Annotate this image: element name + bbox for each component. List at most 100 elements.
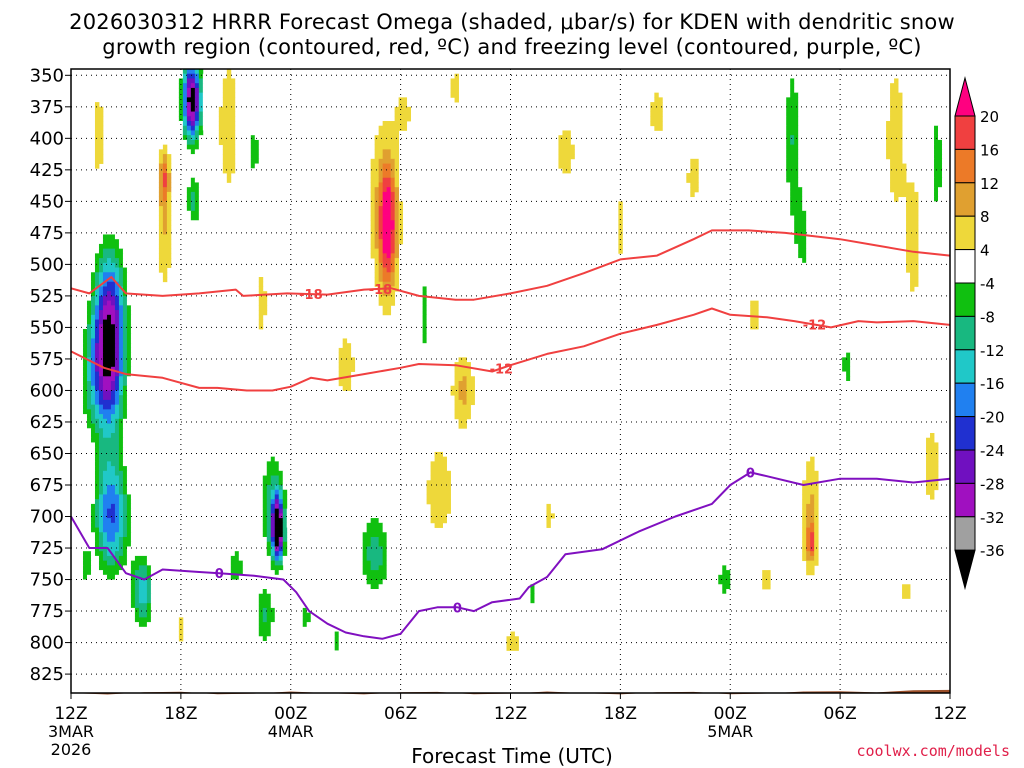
omega-shade-cell [370,191,376,198]
omega-shade-cell [162,215,168,221]
omega-shade-cell [378,125,408,131]
omega-shade-cell [98,362,104,368]
omega-shade-cell [146,612,152,618]
omega-shade-cell [930,121,943,127]
omega-shade-cell [186,220,200,226]
omega-shade-cell [114,503,120,510]
omega-shade-cell [382,173,392,179]
omega-shade-cell [218,135,236,141]
omega-shade-cell [150,598,156,604]
omega-shade-cell [122,281,128,287]
omega-shade-cell [794,220,807,226]
omega-shade-cell [186,135,192,141]
omega-shade-cell [246,173,260,179]
omega-shade-cell [75,390,84,396]
omega-shade-cell [98,475,104,481]
omega-shade-cell [930,201,943,207]
omega-shade-cell [390,163,396,169]
omega-shade-cell [274,522,284,528]
omega-shade-cell [262,499,268,505]
omega-shade-cell [390,291,396,297]
omega-shade-cell [362,555,368,562]
omega-shade-cell [530,598,535,604]
omega-shade-cell [90,310,96,316]
omega-shade-cell [562,130,571,136]
omega-shade-cell [86,574,108,580]
omega-shade-cell [158,201,168,207]
omega-shade-cell [202,125,208,131]
omega-shade-cell [886,149,903,155]
omega-shade-cell [850,352,859,358]
omega-shade-cell [378,130,400,136]
omega-shade-cell [390,277,396,283]
omega-shade-cell [266,437,280,443]
dendritic-growth-contour-label: -12 [803,319,827,334]
omega-shade-cell [466,395,475,401]
omega-shade-cell [122,319,128,325]
omega-shade-cell [942,182,947,188]
omega-shade-cell [266,541,272,547]
omega-shade-cell [90,277,96,283]
omega-shade-cell [162,168,168,174]
omega-shade-cell [942,177,947,183]
omega-shade-cell [426,319,435,325]
omega-shade-cell [714,579,719,585]
omega-shade-cell [334,631,340,637]
omega-shade-cell [218,116,236,122]
omega-shade-cell [138,598,148,604]
omega-shade-cell [190,191,196,198]
omega-shade-cell [102,310,116,316]
x-tick-date-label: 3MAR [48,722,94,741]
omega-shade-cell [146,560,156,566]
omega-shade-cell [794,83,803,89]
omega-shade-cell [286,518,292,524]
omega-shade-cell [270,494,276,500]
omega-shade-cell [114,574,132,580]
colorbar-label: -16 [980,375,1005,393]
omega-shade-cell [422,324,427,330]
omega-shade-cell [394,158,400,164]
omega-shade-cell [114,338,120,344]
omega-shade-cell [394,111,412,117]
omega-shade-cell [75,371,84,377]
omega-shade-cell [378,248,384,254]
omega-shade-cell [394,210,400,216]
y-tick-label: 725 [30,538,64,559]
omega-shade-cell [398,201,404,207]
omega-shade-cell [938,130,943,136]
omega-shade-cell [394,253,400,259]
omega-shade-cell [130,494,136,500]
omega-shade-cell [394,239,400,245]
omega-shade-cell [114,357,120,363]
omega-shade-cell [250,598,260,604]
omega-shade-cell [794,215,807,221]
omega-shade-cell [378,163,384,169]
omega-shade-cell [298,631,316,637]
omega-shade-cell [114,395,120,401]
omega-shade-cell [418,376,427,382]
omega-shade-cell [90,347,96,354]
omega-shade-cell [262,485,268,491]
omega-shade-cell [886,125,903,131]
omega-shade-cell [98,489,104,495]
omega-shade-cell [802,499,811,505]
omega-shade-cell [90,385,96,391]
omega-shade-cell [782,83,791,89]
omega-shade-cell [182,102,188,108]
omega-shade-cell [422,286,427,292]
omega-shade-cell [274,494,280,500]
omega-shade-cell [274,551,280,557]
omega-shade-cell [238,551,256,557]
omega-shade-cell [186,102,192,108]
omega-shade-cell [398,210,404,216]
omega-shade-cell [270,508,276,514]
omega-shade-cell [414,314,423,320]
omega-shade-cell [274,607,280,614]
omega-shade-cell [162,163,168,169]
omega-shade-cell [458,423,467,429]
omega-shade-cell [94,451,100,458]
omega-shade-cell [218,130,236,136]
omega-shade-cell [430,466,447,472]
omega-shade-cell [218,565,232,571]
omega-shade-cell [102,470,116,476]
